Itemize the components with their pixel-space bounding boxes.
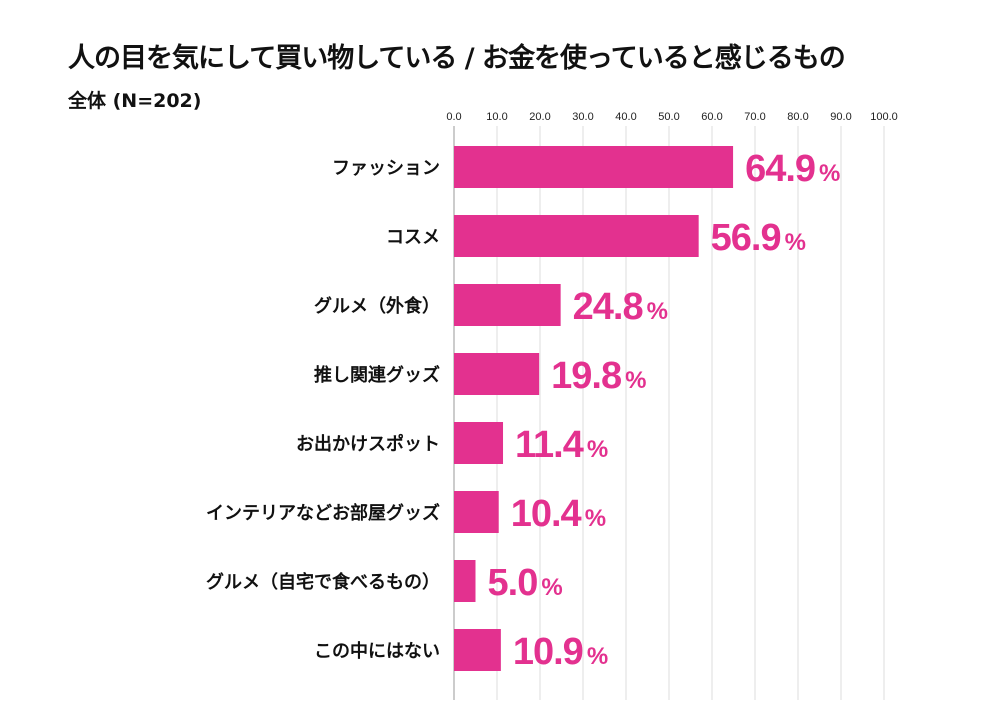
data-label: 64.9% bbox=[745, 148, 840, 190]
category-label: 推し関連グッズ bbox=[314, 364, 440, 386]
data-label: 19.8% bbox=[551, 355, 646, 397]
category-label: コスメ bbox=[386, 227, 440, 248]
data-label: 10.9% bbox=[513, 631, 608, 673]
bar bbox=[454, 146, 734, 188]
x-tick-label: 20.0 bbox=[529, 111, 550, 123]
data-label: 5.0% bbox=[488, 562, 563, 604]
category-label: この中にはない bbox=[314, 640, 440, 662]
bar bbox=[454, 215, 699, 257]
chart-subtitle: 全体 (N=202) bbox=[68, 90, 202, 112]
x-tick-label: 0.0 bbox=[446, 111, 461, 123]
bar bbox=[454, 422, 504, 464]
data-label: 11.4% bbox=[515, 424, 608, 466]
category-label: お出かけスポット bbox=[296, 433, 440, 455]
bar bbox=[454, 560, 476, 602]
x-tick-label: 80.0 bbox=[787, 111, 808, 123]
chart-title: 人の目を気にして買い物している / お金を使っていると感じるもの bbox=[68, 43, 846, 74]
x-tick-label: 50.0 bbox=[658, 111, 679, 123]
x-tick-label: 100.0 bbox=[870, 111, 898, 123]
category-label: グルメ（自宅で食べるもの） bbox=[206, 571, 440, 593]
x-tick-label: 30.0 bbox=[572, 111, 593, 123]
x-tick-label: 70.0 bbox=[744, 111, 765, 123]
category-label: グルメ（外食） bbox=[314, 295, 440, 317]
x-tick-label: 60.0 bbox=[701, 111, 722, 123]
bar bbox=[454, 491, 499, 533]
x-tick-label: 10.0 bbox=[486, 111, 507, 123]
x-tick-label: 40.0 bbox=[615, 111, 636, 123]
category-label: インテリアなどお部屋グッズ bbox=[206, 502, 440, 524]
data-label: 10.4% bbox=[511, 493, 606, 535]
bar bbox=[454, 284, 561, 326]
x-tick-label: 90.0 bbox=[830, 111, 851, 123]
bar bbox=[454, 353, 540, 395]
bar bbox=[454, 629, 501, 671]
data-label: 24.8% bbox=[573, 286, 668, 328]
category-label: ファッション bbox=[332, 158, 440, 179]
data-label: 56.9% bbox=[711, 217, 806, 259]
